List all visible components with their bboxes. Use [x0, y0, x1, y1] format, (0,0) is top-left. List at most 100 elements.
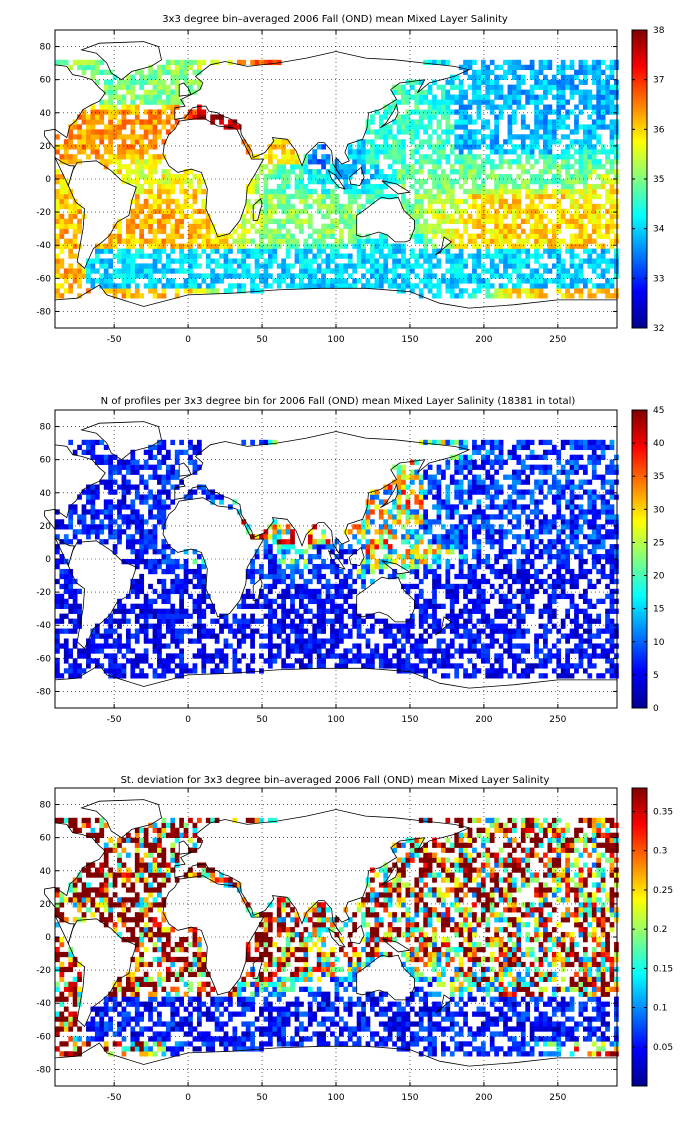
- heatmap-cell: [480, 59, 486, 66]
- heatmap-cell: [423, 253, 428, 259]
- heatmap-cell: [112, 283, 118, 289]
- heatmap-cell: [529, 203, 535, 210]
- heatmap-cell: [312, 169, 318, 175]
- heatmap-cell: [418, 223, 424, 229]
- heatmap-cell: [179, 673, 184, 679]
- heatmap-cell: [582, 124, 588, 130]
- heatmap-cell: [108, 84, 113, 90]
- heatmap-cell: [125, 484, 131, 490]
- heatmap-cell: [196, 228, 202, 234]
- heatmap-cell: [316, 658, 322, 664]
- heatmap-cell: [516, 248, 522, 254]
- heatmap-cell: [401, 258, 406, 264]
- heatmap-cell: [347, 568, 353, 575]
- heatmap-cell: [356, 653, 362, 659]
- heatmap-cell: [152, 179, 158, 185]
- heatmap-cell: [188, 89, 193, 95]
- heatmap-cell: [285, 268, 291, 274]
- heatmap-cell: [108, 149, 113, 155]
- heatmap-cell: [485, 283, 491, 289]
- heatmap-cell: [325, 544, 331, 550]
- heatmap-cell: [263, 573, 269, 580]
- heatmap-cell: [112, 653, 118, 659]
- heatmap-cell: [299, 248, 304, 254]
- heatmap-cell: [591, 109, 597, 115]
- heatmap-cell: [99, 119, 105, 125]
- heatmap-cell: [427, 288, 433, 294]
- heatmap-cell: [121, 608, 127, 614]
- heatmap-cell: [312, 568, 318, 575]
- heatmap-cell: [192, 568, 198, 575]
- heatmap-cell: [68, 263, 74, 269]
- heatmap-cell: [112, 89, 118, 95]
- heatmap-cell: [148, 139, 153, 145]
- heatmap-cell: [259, 278, 264, 284]
- heatmap-cell: [254, 59, 260, 66]
- heatmap-cell: [250, 154, 255, 160]
- heatmap-cell: [427, 59, 433, 66]
- heatmap-cell: [574, 233, 579, 239]
- heatmap-cell: [569, 223, 575, 229]
- heatmap-cell: [560, 188, 566, 195]
- heatmap-cell: [157, 514, 162, 520]
- heatmap-cell: [143, 613, 149, 619]
- heatmap-cell: [547, 134, 553, 140]
- heatmap-cell: [574, 89, 579, 95]
- heatmap-cell: [81, 109, 87, 115]
- heatmap-cell: [117, 288, 122, 294]
- heatmap-cell: [108, 469, 113, 475]
- heatmap-cell: [489, 293, 495, 299]
- heatmap-cell: [574, 203, 579, 210]
- heatmap-cell: [152, 258, 158, 264]
- heatmap-cell: [214, 258, 220, 264]
- y-tick-label: -20: [36, 208, 51, 218]
- heatmap-cell: [330, 563, 335, 570]
- heatmap-cell: [272, 534, 278, 540]
- heatmap-cell: [534, 139, 539, 145]
- heatmap-cell: [578, 99, 584, 105]
- heatmap-cell: [605, 258, 610, 264]
- heatmap-cell: [560, 258, 566, 264]
- heatmap-cell: [250, 653, 255, 659]
- heatmap-cell: [188, 613, 193, 619]
- heatmap-cell: [534, 258, 539, 264]
- heatmap-cell: [569, 139, 575, 145]
- heatmap-cell: [543, 139, 548, 145]
- heatmap-cell: [414, 263, 420, 269]
- heatmap-cell: [183, 268, 189, 274]
- heatmap-cell: [578, 144, 584, 150]
- heatmap-cell: [263, 544, 269, 550]
- heatmap-cell: [134, 159, 140, 165]
- heatmap-cell: [405, 623, 411, 629]
- heatmap-cell: [148, 114, 153, 120]
- heatmap-cell: [112, 268, 118, 274]
- heatmap-cell: [134, 203, 140, 210]
- heatmap-cell: [516, 193, 522, 200]
- heatmap-cell: [72, 124, 78, 130]
- heatmap-cell: [605, 228, 610, 234]
- heatmap-cell: [361, 164, 366, 170]
- heatmap-cell: [72, 588, 78, 595]
- heatmap-cell: [157, 119, 162, 125]
- heatmap-cell: [152, 233, 158, 239]
- heatmap-cell: [454, 94, 460, 100]
- heatmap-cell: [77, 588, 82, 595]
- heatmap-cell: [427, 208, 433, 215]
- heatmap-cell: [307, 193, 313, 200]
- heatmap-cell: [480, 268, 486, 274]
- heatmap-cell: [387, 124, 393, 130]
- heatmap-cell: [423, 114, 428, 120]
- heatmap-cell: [352, 198, 358, 205]
- heatmap-cell: [108, 94, 113, 100]
- heatmap-cell: [267, 568, 273, 575]
- heatmap-cell: [99, 633, 105, 639]
- heatmap-cell: [370, 198, 375, 205]
- heatmap-cell: [361, 519, 366, 525]
- heatmap-cell: [441, 154, 446, 160]
- heatmap-cell: [157, 79, 162, 85]
- heatmap-cell: [534, 203, 539, 210]
- heatmap-cell: [551, 248, 557, 254]
- heatmap-cell: [609, 64, 615, 71]
- heatmap-cell: [409, 139, 415, 145]
